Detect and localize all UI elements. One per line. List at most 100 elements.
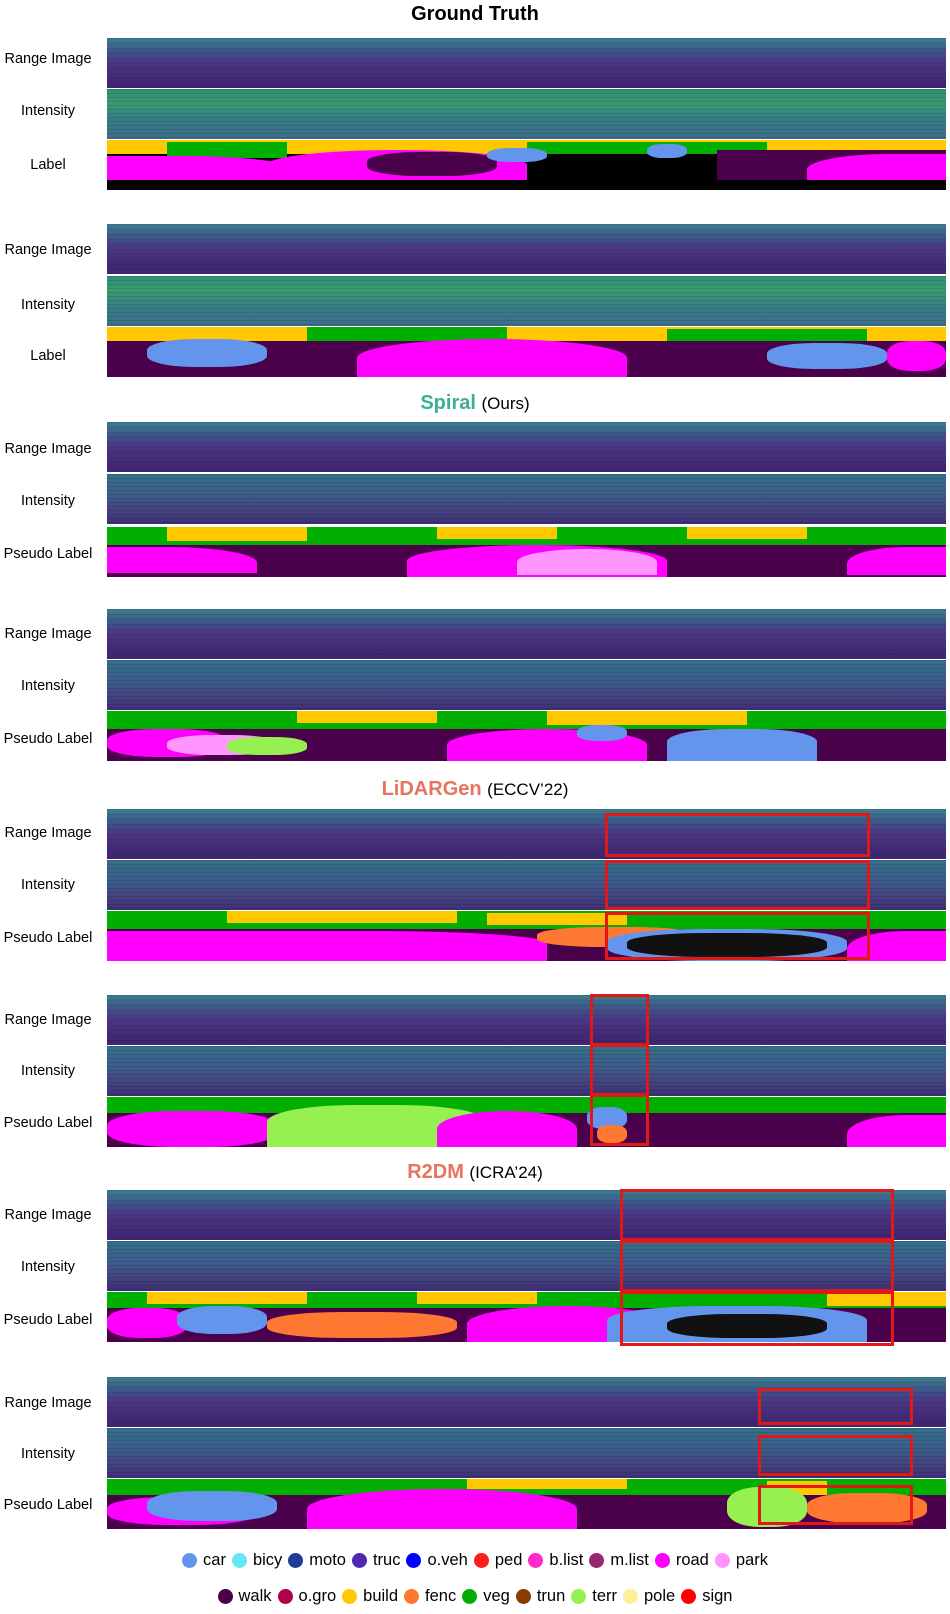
gt2-label-image (107, 327, 946, 377)
legend-item: trun (515, 1587, 566, 1606)
title-r2dm: R2DM (ICRA’24) (407, 1161, 543, 1183)
row-label-range-image: Range Image (4, 626, 92, 642)
r2dm2-range-image (107, 1377, 946, 1427)
spiral2-intensity-image (107, 660, 946, 710)
row-label-intensity: Intensity (21, 1063, 75, 1079)
legend-swatch (681, 1589, 697, 1604)
legend-label: build (363, 1587, 399, 1605)
highlight-box (758, 1435, 913, 1476)
spiral1-intensity-image (107, 474, 946, 524)
legend-swatch (515, 1589, 531, 1604)
row-label-intensity: Intensity (21, 493, 75, 509)
legend-item: truc (351, 1551, 401, 1570)
legend-swatch (462, 1589, 478, 1604)
legend-swatch (342, 1589, 358, 1604)
legend-swatch (406, 1553, 422, 1568)
legend-item: o.gro (277, 1587, 336, 1606)
legend-swatch (571, 1589, 587, 1604)
legend-label: bicy (252, 1551, 283, 1569)
row-label-range-image: Range Image (4, 1395, 92, 1411)
row-label-pseudo-label: Pseudo Label (3, 1312, 93, 1328)
legend-swatch (231, 1553, 247, 1568)
gt1-range-image (107, 38, 946, 88)
legend-row-1: car bicy moto truc o.veh ped b.list m.list road p… (0, 1551, 950, 1570)
row-label-intensity: Intensity (21, 678, 75, 694)
legend-swatch (217, 1589, 233, 1604)
spiral2-range-image (107, 609, 946, 659)
gt2-intensity-image (107, 276, 946, 326)
legend-label: trun (536, 1587, 566, 1605)
legend-swatch (589, 1553, 605, 1568)
title-ground-truth: Ground Truth (411, 3, 539, 25)
legend-swatch (623, 1589, 638, 1604)
legend-swatch (277, 1589, 293, 1604)
legend-item: o.veh (406, 1551, 468, 1570)
legend-label: park (735, 1551, 768, 1569)
legend-item: m.list (589, 1551, 649, 1570)
legend-item: terr (571, 1587, 617, 1606)
highlight-box (605, 860, 870, 910)
row-label-label: Label (30, 157, 66, 173)
legend-item: ped (473, 1551, 523, 1570)
legend-label: sign (702, 1587, 733, 1605)
row-label-pseudo-label: Pseudo Label (3, 731, 93, 747)
legend-label: road (675, 1551, 709, 1569)
highlight-box (620, 1240, 894, 1292)
legend-swatch (288, 1553, 304, 1568)
lidargen1-intensity-image (107, 860, 946, 910)
legend-item: fenc (404, 1587, 456, 1606)
row-label-range-image: Range Image (4, 1012, 92, 1028)
row-label-intensity: Intensity (21, 103, 75, 119)
legend-label: pole (644, 1587, 676, 1605)
legend-label: ped (494, 1551, 523, 1569)
r2dm1-range-image (107, 1190, 946, 1240)
gt1-label-image (107, 140, 946, 190)
legend-swatch (654, 1553, 670, 1568)
spiral1-range-image (107, 422, 946, 472)
legend-item: pole (623, 1587, 675, 1606)
highlight-box (605, 912, 870, 960)
spiral2-pseudo-label-image (107, 711, 946, 761)
legend-item: sign (681, 1587, 732, 1606)
row-label-intensity: Intensity (21, 1259, 75, 1275)
row-label-range-image: Range Image (4, 242, 92, 258)
legend-row-2: walk o.gro build fenc veg trun terr pole sign (0, 1587, 950, 1606)
r2dm1-pseudo-label-image (107, 1292, 946, 1342)
title-lidargen: LiDARGen (ECCV’22) (381, 778, 569, 800)
legend-item: b.list (528, 1551, 583, 1570)
legend-label: truc (372, 1551, 401, 1569)
legend-swatch (714, 1553, 730, 1568)
highlight-box (758, 1388, 913, 1425)
gt2-range-image (107, 224, 946, 274)
row-label-range-image: Range Image (4, 51, 92, 67)
legend-item: moto (288, 1551, 346, 1570)
highlight-box (590, 994, 649, 1046)
row-label-range-image: Range Image (4, 825, 92, 841)
legend-label: o.veh (427, 1551, 468, 1569)
lidargen2-pseudo-label-image (107, 1097, 946, 1147)
row-label-range-image: Range Image (4, 1207, 92, 1223)
legend-item: bicy (231, 1551, 283, 1570)
highlight-box (605, 813, 870, 857)
legend-item: car (182, 1551, 226, 1570)
legend-label: walk (238, 1587, 272, 1605)
legend-item: build (342, 1587, 398, 1606)
legend-item: park (714, 1551, 768, 1570)
legend-label: m.list (610, 1551, 649, 1569)
r2dm1-intensity-image (107, 1241, 946, 1291)
highlight-box (590, 1094, 649, 1146)
spiral1-pseudo-label-image (107, 527, 946, 577)
row-label-pseudo-label: Pseudo Label (3, 1497, 93, 1513)
lidargen1-range-image (107, 809, 946, 859)
legend-label: moto (309, 1551, 346, 1569)
legend-item: veg (462, 1587, 510, 1606)
legend-swatch (351, 1553, 367, 1568)
legend-label: terr (592, 1587, 617, 1605)
legend-item: road (654, 1551, 709, 1570)
legend-label: fenc (425, 1587, 457, 1605)
title-spiral: Spiral (Ours) (420, 392, 530, 414)
lidargen1-pseudo-label-image (107, 911, 946, 961)
row-label-intensity: Intensity (21, 297, 75, 313)
lidargen2-intensity-image (107, 1046, 946, 1096)
legend-item: walk (217, 1587, 272, 1606)
